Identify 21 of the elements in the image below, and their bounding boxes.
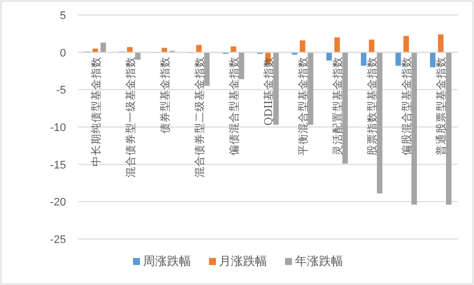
x-tick-label: 普通股票型基金指数 xyxy=(434,56,448,156)
x-tick-label: 偏债混合型基金指数 xyxy=(227,56,240,156)
y-tick-label: -15 xyxy=(50,159,66,172)
x-tick-label: 灵活配置型基金指数 xyxy=(331,56,344,156)
x-tick-label: 股票指数型基金指数 xyxy=(366,56,379,156)
x-tick-label: QDII基金指数 xyxy=(262,56,275,126)
x-tick-label: 偏股混合型基金指数 xyxy=(400,56,414,156)
y-tick-label: -10 xyxy=(50,122,66,134)
y-tick-label: -20 xyxy=(50,196,66,209)
x-tick-label: 混合债券型二级基金指数 xyxy=(192,56,206,178)
x-tick-label: 平衡混合型基金指数 xyxy=(296,56,310,156)
y-tick-label: -25 xyxy=(50,234,66,246)
x-tick-label: 中长期纯债型基金指数 xyxy=(89,56,102,166)
x-tick-label: 混合债券型一级基金指数 xyxy=(124,56,137,178)
legend-label: 周涨跌幅 xyxy=(143,254,191,268)
legend-label: 年涨跌幅 xyxy=(295,254,343,268)
y-tick-label: -5 xyxy=(56,84,66,97)
y-tick-label: 5 xyxy=(60,10,66,22)
legend-label: 月涨跌幅 xyxy=(219,254,267,268)
y-tick-label: 0 xyxy=(60,47,66,60)
x-tick-label: 债券型基金指数 xyxy=(158,56,172,134)
